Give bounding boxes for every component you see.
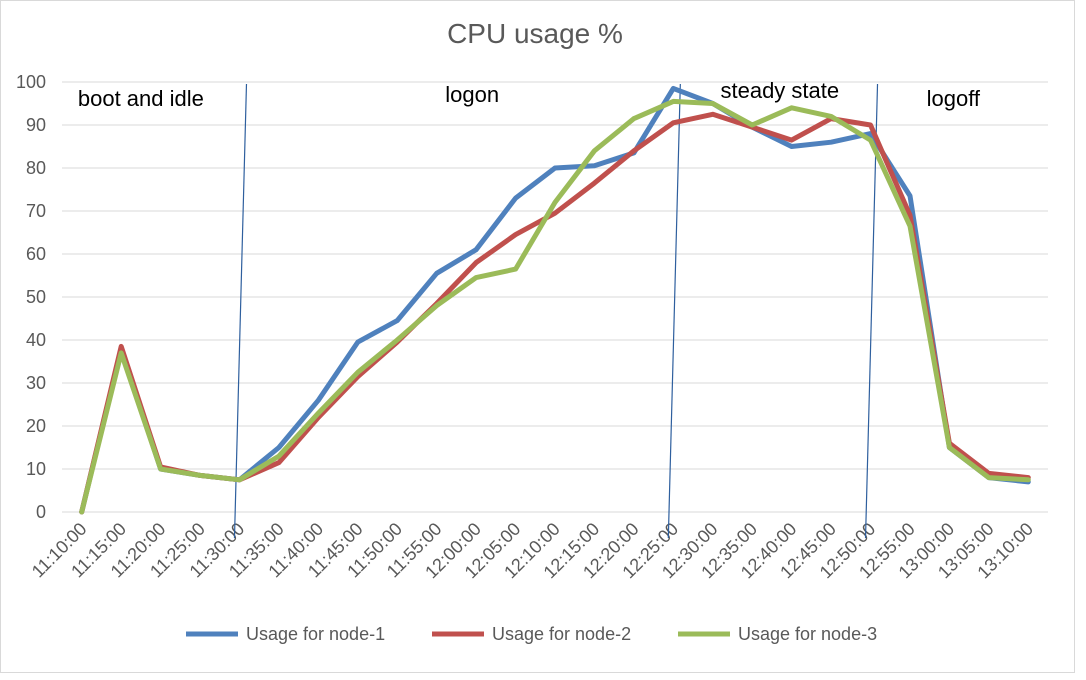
phase-divider	[233, 83, 248, 539]
y-tick-label: 50	[26, 287, 46, 307]
phase-dividers	[233, 83, 879, 539]
phase-annotation: boot and idle	[78, 86, 204, 111]
phase-divider	[864, 83, 879, 539]
phase-annotations: boot and idle logon steady state logoff	[78, 78, 981, 111]
y-tick-label: 30	[26, 373, 46, 393]
y-tick-label: 0	[36, 502, 46, 522]
gridlines	[62, 81, 1048, 513]
chart-frame	[0, 0, 1075, 673]
legend: Usage for node-1 Usage for node-2 Usage fo…	[186, 624, 877, 644]
phase-annotation: logon	[445, 82, 499, 107]
y-tick-label: 60	[26, 244, 46, 264]
chart-title: CPU usage %	[447, 18, 623, 49]
y-tick-label: 20	[26, 416, 46, 436]
x-axis-ticks: 11:10:0011:15:0011:20:0011:25:0011:30:00…	[28, 519, 1037, 583]
legend-label: Usage for node-1	[246, 624, 385, 644]
y-tick-label: 40	[26, 330, 46, 350]
y-axis-ticks: 0 10 20 30 40 50 60 70 80 90 100	[16, 72, 46, 522]
y-tick-label: 100	[16, 72, 46, 92]
legend-label: Usage for node-3	[738, 624, 877, 644]
legend-label: Usage for node-2	[492, 624, 631, 644]
series-line-node-1	[79, 85, 1031, 515]
series-line-node-3	[79, 98, 1031, 515]
y-tick-label: 10	[26, 459, 46, 479]
series-lines	[79, 85, 1031, 515]
phase-annotation: logoff	[927, 86, 981, 111]
y-tick-label: 80	[26, 158, 46, 178]
phase-divider	[667, 83, 681, 539]
y-tick-label: 90	[26, 115, 46, 135]
y-tick-label: 70	[26, 201, 46, 221]
phase-annotation: steady state	[720, 78, 839, 103]
